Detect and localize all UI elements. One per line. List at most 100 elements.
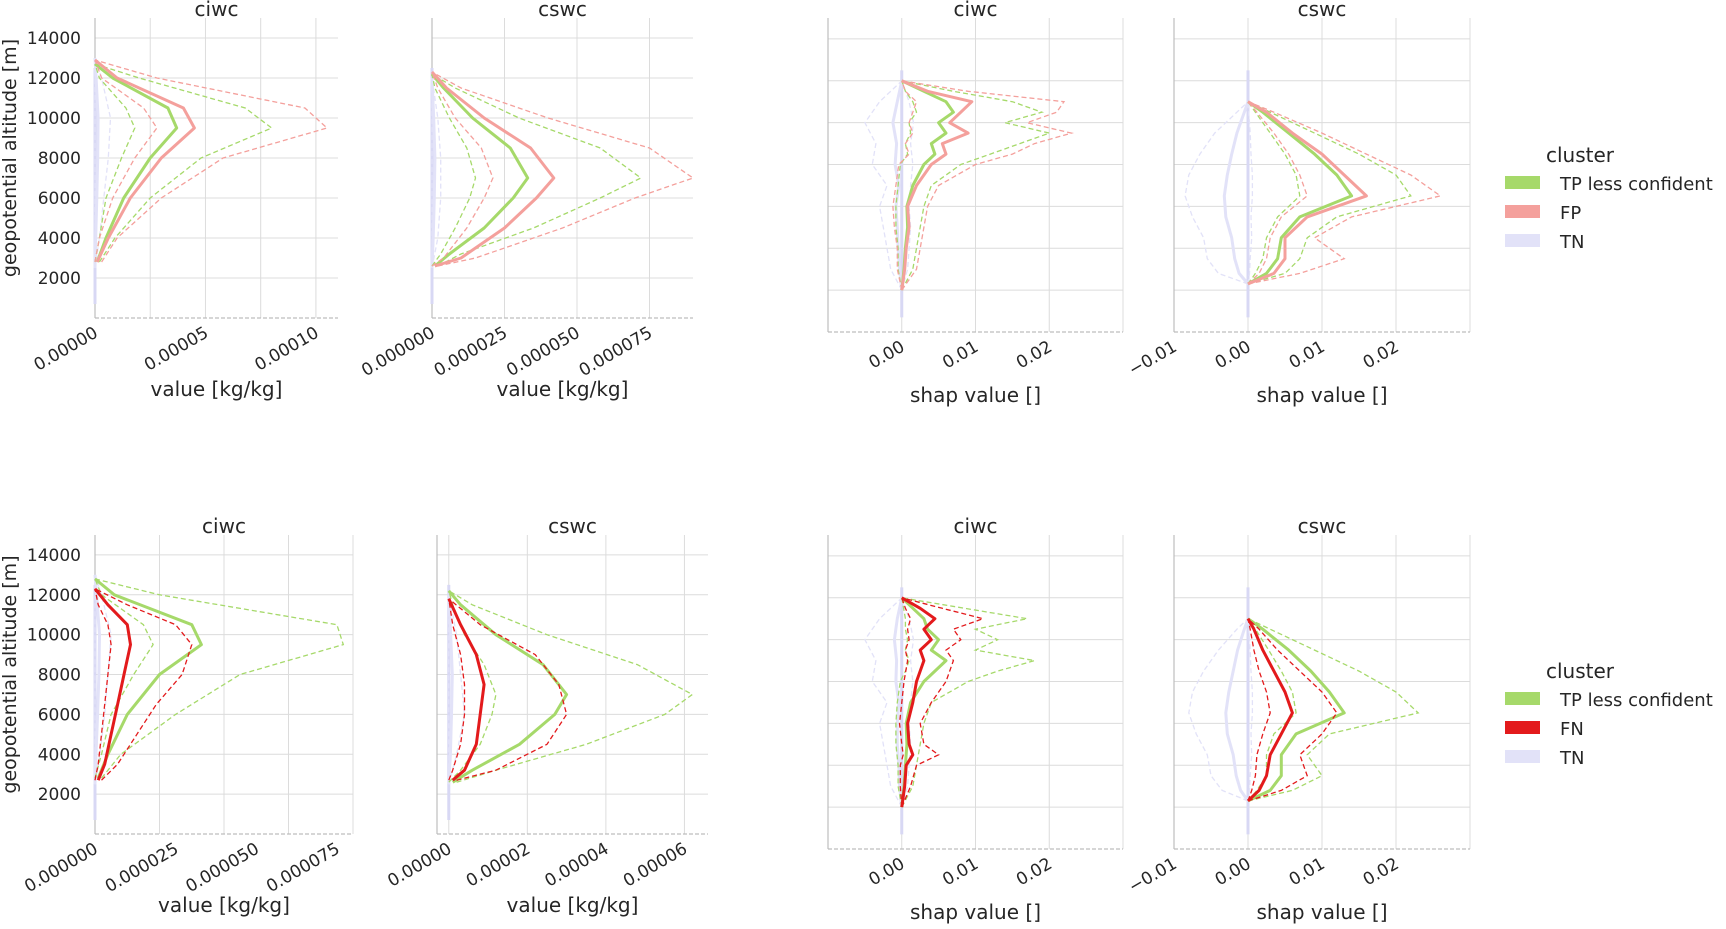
series-bound-line (892, 80, 918, 291)
series-bound-line (1247, 101, 1442, 285)
x-axis-label: shap value [] (1257, 383, 1388, 407)
x-tick-label: 0.02 (1013, 337, 1056, 373)
series-bound-line (901, 597, 986, 808)
series-tn (1188, 618, 1254, 802)
series-bound-line (901, 80, 1074, 291)
y-tick-label: 10000 (27, 626, 81, 646)
x-tick-label: 0.00000 (384, 839, 455, 891)
series-bound-line (94, 59, 329, 263)
x-tick-label: 0.02 (1360, 854, 1403, 890)
series-bound-line (431, 71, 494, 267)
series-bound-line (448, 598, 568, 781)
series-mean-line (430, 77, 437, 269)
legend-label: TP less confident (1559, 690, 1713, 711)
series-mean-line (430, 70, 556, 268)
legend-label: TN (1559, 232, 1584, 253)
x-tick-label: 0.000075 (263, 839, 343, 897)
chart-panel: 0.00000 0.00005 0.00010 2000 4000 6000 8000 100… (0, 0, 338, 401)
x-tick-label: 0.00 (1212, 337, 1255, 373)
chart-panel: 0.00 0.01 0.02 ciwc shap value [] (827, 0, 1124, 407)
series-bound-line (1247, 101, 1308, 285)
y-tick-label: 4000 (38, 229, 81, 249)
panel-title: ciwc (954, 0, 998, 21)
series-bound-line (431, 77, 442, 269)
x-tick-label: 0.00010 (252, 323, 323, 375)
legend-title: cluster (1546, 143, 1615, 167)
x-tick-label: 0.01 (1286, 854, 1329, 890)
series-bound-line (895, 597, 910, 808)
series-bound-line (448, 598, 466, 781)
series-bound-line (1247, 101, 1412, 285)
series-bound-line (864, 597, 903, 808)
series-fn (447, 598, 568, 782)
x-tick-label: 0.00006 (620, 839, 691, 891)
series-mean-line (1222, 101, 1250, 285)
series-tp-less-confident (430, 73, 643, 268)
series-bound-line (1247, 101, 1254, 284)
x-tick-label: 0.00 (1212, 854, 1255, 890)
series-mean-line (900, 79, 974, 291)
y-tick-label: 6000 (38, 189, 81, 209)
x-tick-label: 0.000075 (576, 323, 656, 381)
series-tn (430, 77, 442, 269)
legend-label: TP less confident (1559, 174, 1713, 195)
series-mean-line (94, 58, 196, 263)
series-bound-line (1188, 618, 1249, 802)
series-mean-line (93, 587, 132, 781)
legend-swatch (1505, 176, 1540, 189)
series-bound-line (431, 73, 477, 267)
series-mean-line (1224, 618, 1250, 802)
series-tn (447, 594, 466, 785)
y-tick-label: 12000 (27, 69, 81, 89)
series-bound-line (901, 80, 915, 291)
panel-title: cswc (548, 514, 597, 538)
y-tick-label: 8000 (38, 666, 81, 686)
legend-swatch (1505, 692, 1540, 705)
x-tick-label: 0.01 (939, 854, 982, 890)
y-tick-label: 10000 (27, 109, 81, 129)
x-tick-label: 0.000050 (182, 839, 262, 897)
series-fp (94, 58, 329, 263)
series-tn (1184, 101, 1254, 285)
panel-title: ciwc (195, 0, 239, 21)
x-tick-label: 0.000050 (503, 323, 583, 381)
x-axis-label: shap value [] (1257, 900, 1388, 924)
x-axis-label: value [kg/kg] (497, 377, 629, 401)
x-tick-label: 0.01 (1286, 337, 1329, 373)
series-fp (1247, 100, 1442, 286)
series-bound-line (901, 597, 1035, 808)
chart-panel: 0.00000 0.00002 0.00004 0.00006 cswc value [k… (384, 514, 708, 917)
x-tick-label: 0.000025 (102, 839, 182, 897)
series-mean-line (892, 597, 904, 808)
x-tick-label: 0.000025 (431, 323, 511, 381)
series-mean-line (447, 594, 454, 785)
series-tp-less-confident (94, 577, 345, 779)
series-bound-line (1247, 101, 1301, 285)
x-tick-label: 0.00002 (463, 839, 534, 891)
series-bound-line (901, 80, 1052, 291)
x-tick-label: 0.00005 (141, 323, 212, 375)
x-tick-label: 0.00 (865, 337, 908, 373)
series-fn (93, 587, 193, 781)
x-tick-label: 0.02 (1013, 854, 1056, 890)
series-tp-less-confident (1247, 100, 1412, 286)
series-mean-line (1247, 100, 1354, 286)
series-bound-line (1247, 618, 1420, 802)
y-tick-label: 6000 (38, 705, 81, 725)
x-tick-label: 0.000000 (358, 323, 438, 381)
series-bound-line (448, 594, 466, 785)
x-tick-label: −0.01 (1125, 854, 1180, 897)
chart-panel: 0.00 0.01 0.02 ciwc shap value [] (827, 514, 1124, 924)
x-axis-label: shap value [] (910, 900, 1041, 924)
series-bound-line (1247, 618, 1254, 801)
chart-panel: −0.01 0.00 0.01 0.02 cswc shap value [] (1125, 0, 1471, 407)
series-bound-line (1184, 101, 1249, 285)
series-bound-line (898, 597, 912, 808)
series-bound-line (448, 590, 694, 783)
panel-title: ciwc (954, 514, 998, 538)
legend-swatch (1505, 205, 1540, 218)
legend-label: TN (1559, 748, 1584, 769)
y-tick-label: 4000 (38, 745, 81, 765)
series-bound-line (94, 59, 158, 263)
